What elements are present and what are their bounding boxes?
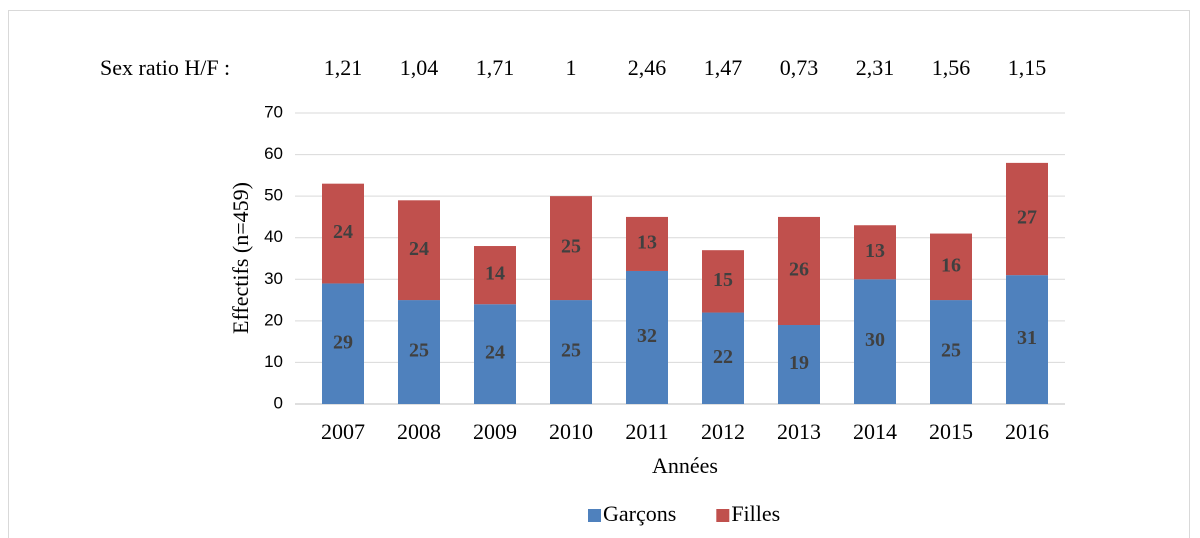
y-tick-label: 50 <box>264 186 283 205</box>
annotation: 1,47 <box>704 55 743 80</box>
y-axis-title: Effectifs (n=459) <box>228 182 253 334</box>
data-label: 24 <box>485 342 505 364</box>
annotation: 1,56 <box>932 55 971 80</box>
x-tick-label: 2009 <box>473 419 517 444</box>
annotation: 1,21 <box>324 55 363 80</box>
annotation: 2,31 <box>856 55 895 80</box>
y-tick-label: 10 <box>264 352 283 371</box>
bar-segment <box>398 200 440 301</box>
legend-swatch <box>588 509 601 522</box>
bar-segment <box>626 216 668 271</box>
annotation-label: Sex ratio H/F : <box>100 55 230 80</box>
data-label: 27 <box>1017 207 1037 229</box>
data-label: 24 <box>409 238 429 260</box>
data-label: 13 <box>865 240 885 262</box>
bar-segment <box>626 270 668 404</box>
bar-segment <box>398 300 440 404</box>
data-label: 25 <box>409 340 429 362</box>
data-label: 19 <box>789 352 809 374</box>
legend-label: Garçons <box>603 501 676 526</box>
x-tick-label: 2007 <box>321 419 365 444</box>
x-tick-label: 2010 <box>549 419 593 444</box>
bar-segment <box>322 183 364 284</box>
data-label: 22 <box>713 346 733 368</box>
data-label: 26 <box>789 259 809 281</box>
bar-segment <box>1006 162 1048 276</box>
data-label: 25 <box>561 340 581 362</box>
bar-segment <box>930 300 972 404</box>
annotation: 1,15 <box>1008 55 1047 80</box>
bar-segment <box>322 283 364 404</box>
bar-segment <box>702 312 744 404</box>
data-label: 31 <box>1017 327 1037 349</box>
annotation: 1,04 <box>400 55 439 80</box>
y-tick-label: 20 <box>264 310 283 329</box>
annotation: 1 <box>566 55 577 80</box>
bar-segment <box>778 325 820 404</box>
data-label: 13 <box>637 232 657 254</box>
data-label: 25 <box>941 340 961 362</box>
x-tick-label: 2014 <box>853 419 897 444</box>
legend-swatch <box>716 509 730 522</box>
y-tick-label: 40 <box>264 227 283 246</box>
data-label: 14 <box>485 263 505 285</box>
data-label: 24 <box>333 221 353 243</box>
data-label: 16 <box>941 254 961 276</box>
x-axis-title: Années <box>652 453 718 478</box>
annotation: 1,71 <box>476 55 515 80</box>
data-label: 29 <box>333 331 353 353</box>
data-label: 15 <box>713 269 733 291</box>
y-tick-label: 30 <box>264 269 283 288</box>
y-tick-label: 0 <box>274 393 283 412</box>
bar-segment <box>854 279 896 404</box>
data-label: 30 <box>865 329 885 351</box>
y-tick-label: 70 <box>264 102 283 121</box>
legend-label: Filles <box>731 501 780 526</box>
data-label: 25 <box>561 236 581 258</box>
x-tick-label: 2016 <box>1005 419 1049 444</box>
y-tick-label: 60 <box>264 144 283 163</box>
data-label: 32 <box>637 325 657 347</box>
x-tick-label: 2013 <box>777 419 821 444</box>
bar-segment <box>854 225 896 280</box>
bar-segment <box>474 246 516 305</box>
bar-segment <box>930 233 972 301</box>
bar-segment <box>702 250 744 313</box>
bar-segment <box>1006 275 1048 404</box>
x-tick-label: 2012 <box>701 419 745 444</box>
x-tick-label: 2011 <box>625 419 668 444</box>
bar-segment <box>778 216 820 326</box>
x-tick-label: 2008 <box>397 419 441 444</box>
bar-segment <box>550 196 592 301</box>
annotation: 0,73 <box>780 55 819 80</box>
bar-segment <box>474 304 516 404</box>
annotation: 2,46 <box>628 55 667 80</box>
x-tick-label: 2015 <box>929 419 973 444</box>
chart-frame <box>8 10 1190 538</box>
bar-segment <box>550 300 592 404</box>
